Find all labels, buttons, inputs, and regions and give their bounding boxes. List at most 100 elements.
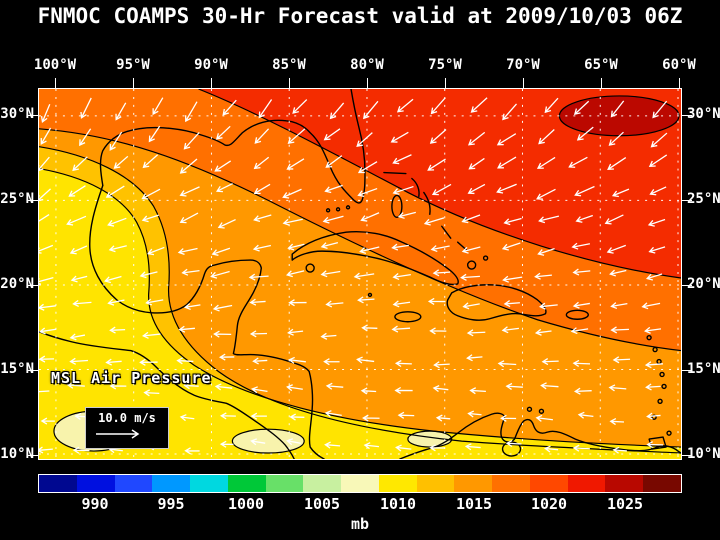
- wind-arrow-icon: [503, 217, 522, 226]
- colorbar-cell: [190, 475, 228, 492]
- wind-arrow-icon: [573, 387, 592, 395]
- wind-arrow-icon: [287, 243, 305, 251]
- wind-arrow-icon: [423, 217, 445, 226]
- wind-arrow-icon: [105, 358, 122, 366]
- axis-tick: [288, 78, 290, 88]
- wind-arrow-icon: [392, 154, 412, 165]
- wind-arrow-icon: [360, 212, 380, 222]
- wind-arrow-icon: [185, 101, 198, 123]
- lat-tick-label: 30°N: [687, 106, 720, 122]
- wind-arrow-icon: [497, 360, 517, 368]
- wind-arrow-icon: [608, 384, 627, 392]
- wind-arrow-icon: [432, 385, 449, 393]
- colorbar-tick-label: 1005: [303, 495, 341, 513]
- lon-tick-label: 70°W: [506, 57, 540, 73]
- colorbar-cell: [416, 475, 455, 492]
- wind-arrow-icon: [544, 445, 559, 453]
- pressure-band-red: [198, 89, 681, 278]
- wind-arrow-icon: [72, 156, 88, 172]
- wind-arrow-icon: [641, 302, 661, 310]
- wind-arrow-icon: [288, 356, 306, 364]
- wind-arrow-icon: [79, 128, 92, 147]
- lon-tick-label: 75°W: [428, 57, 462, 73]
- wind-arrow-icon: [609, 418, 625, 426]
- colorbar-tick-label: 1020: [530, 495, 568, 513]
- wind-arrow-icon: [179, 212, 199, 224]
- wind-arrow-icon: [69, 333, 86, 341]
- colorbar-tick-label: 1010: [379, 495, 417, 513]
- wind-arrow-icon: [461, 246, 481, 254]
- wind-arrow-icon: [70, 275, 88, 283]
- wind-arrow-icon: [464, 443, 481, 451]
- wind-arrow-icon: [219, 440, 234, 448]
- wind-arrow-icon: [143, 389, 160, 397]
- wind-arrow-icon: [496, 133, 517, 146]
- wind-arrow-icon: [177, 247, 198, 256]
- wind-scale-legend: 10.0 m/s: [85, 407, 169, 449]
- wind-arrow-icon: [356, 132, 373, 148]
- wind-arrow-icon: [322, 215, 344, 224]
- wind-arrow-icon: [147, 246, 165, 256]
- colorbar-cell: [114, 475, 153, 492]
- colorbar-tick-label: 1015: [455, 495, 493, 513]
- wind-arrow-icon: [571, 242, 591, 250]
- wind-arrow-icon: [252, 244, 272, 252]
- wind-arrow-icon: [39, 244, 54, 254]
- colorbar-cell: [567, 475, 606, 492]
- wind-arrow-icon: [69, 357, 88, 365]
- wind-arrow-icon: [541, 358, 559, 366]
- wind-arrow-icon: [139, 271, 158, 279]
- wind-arrow-icon: [612, 356, 631, 364]
- wind-arrow-icon: [148, 125, 161, 143]
- wind-arrow-icon: [282, 188, 302, 199]
- wind-arrow-icon: [39, 446, 53, 454]
- wind-arrow-icon: [287, 328, 304, 336]
- wind-arrow-icon: [288, 299, 307, 307]
- wind-arrow-icon: [391, 243, 409, 251]
- coastlines: [39, 89, 681, 459]
- lon-tick-label: 85°W: [272, 57, 306, 73]
- lat-tick-label: 20°N: [687, 276, 720, 292]
- wind-arrow-icon: [646, 441, 664, 449]
- wind-arrow-icon: [537, 248, 555, 256]
- wind-arrow-icon: [289, 413, 305, 421]
- wind-arrow-icon: [503, 300, 520, 308]
- wind-arrow-icon: [210, 270, 230, 279]
- wind-arrow-icon: [108, 245, 127, 253]
- colorbar-cell: [454, 475, 493, 492]
- axis-tick: [28, 199, 38, 201]
- wind-arrow-icon: [356, 356, 375, 364]
- wind-arrow-icon: [258, 99, 273, 119]
- wind-arrow-icon: [645, 383, 661, 391]
- wind-arrow-icon: [572, 268, 591, 276]
- wind-arrow-icon: [649, 186, 667, 196]
- lat-tick-label: 15°N: [687, 361, 720, 377]
- wind-arrow-icon: [396, 98, 414, 113]
- wind-arrow-icon: [139, 358, 158, 366]
- wind-arrow-icon: [361, 324, 378, 332]
- colorbar-cell: [529, 475, 568, 492]
- wind-arrow-icon: [609, 269, 627, 277]
- wind-arrow-icon: [320, 270, 341, 278]
- wind-arrow-icon: [359, 246, 380, 254]
- colorbar-cell: [492, 475, 530, 492]
- wind-arrow-icon: [391, 325, 411, 333]
- wind-arrow-icon: [467, 410, 482, 418]
- pressure-core-dark-red: [559, 95, 680, 136]
- wind-arrow-icon: [390, 131, 409, 143]
- wind-arrow-icon: [325, 155, 343, 168]
- wind-arrow-icon: [577, 411, 594, 419]
- wind-arrow-icon: [427, 158, 446, 171]
- wind-arrow-icon: [427, 297, 446, 305]
- wind-arrow-icon: [40, 417, 55, 425]
- colorbar-tick-label: 1025: [606, 495, 644, 513]
- isobar-contours: [39, 89, 681, 454]
- colorbar-cell: [76, 475, 115, 492]
- lat-tick-label: 15°N: [0, 361, 34, 377]
- wind-arrow-icon: [394, 386, 413, 395]
- wind-arrow-icon: [362, 414, 380, 422]
- wind-arrow-icon: [179, 158, 198, 174]
- wind-arrow-icon: [40, 127, 52, 145]
- wind-arrow-icon: [181, 268, 200, 276]
- wind-arrow-icon: [178, 325, 195, 333]
